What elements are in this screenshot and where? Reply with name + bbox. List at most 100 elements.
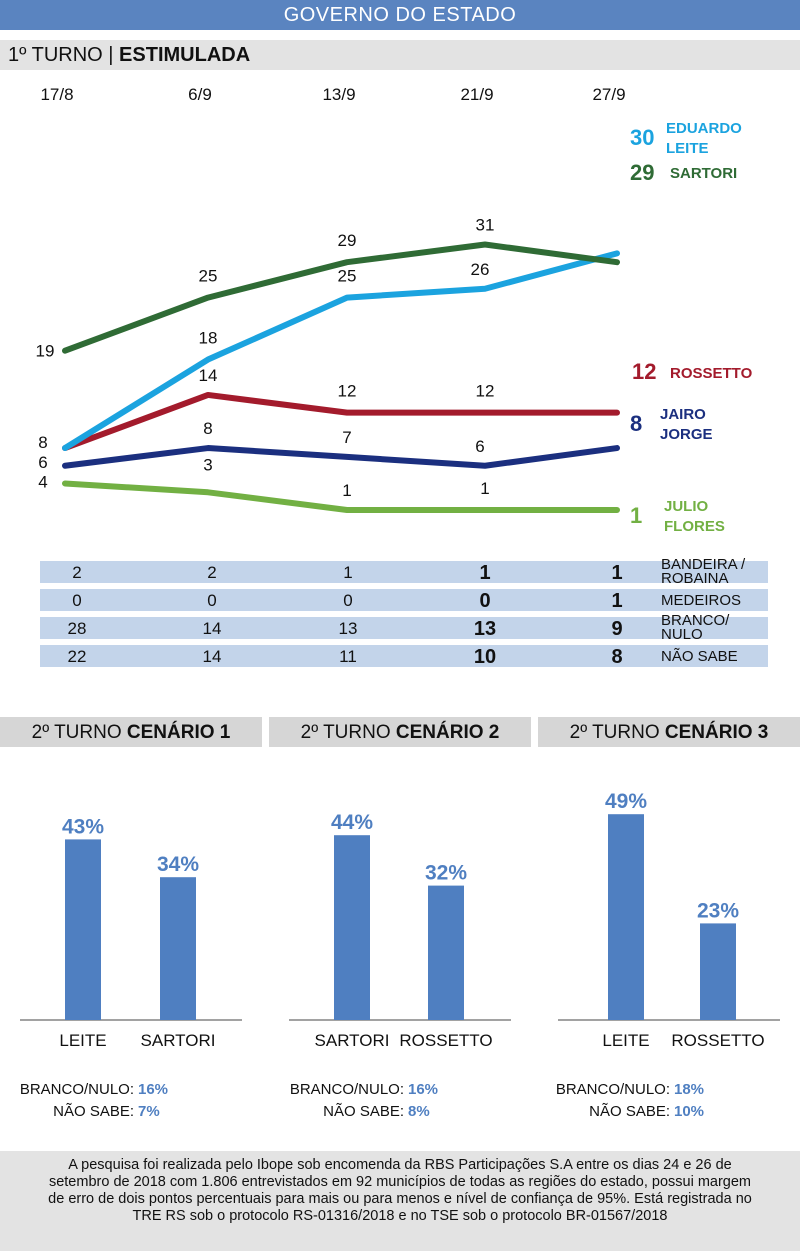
series-line bbox=[62, 480, 620, 513]
scenario-stats: BRANCO/NULO: 16% NÃO SABE: 8% bbox=[269, 1079, 448, 1123]
x-tick-label: 6/9 bbox=[188, 85, 212, 104]
series-line bbox=[62, 250, 620, 452]
end-value-label: 12 bbox=[632, 359, 656, 384]
scenario-header-prefix: 2º TURNO bbox=[31, 722, 127, 743]
table-cell: 13 bbox=[338, 619, 358, 638]
category-label: LEITE bbox=[59, 1031, 106, 1050]
x-tick-label: 17/8 bbox=[40, 85, 73, 104]
section-header-first-round: 1º TURNO | ESTIMULADA bbox=[0, 40, 800, 70]
series-line bbox=[62, 241, 620, 354]
data-label: 1 bbox=[342, 481, 351, 500]
stat-label: NÃO SABE: bbox=[589, 1103, 670, 1120]
bar bbox=[160, 877, 196, 1020]
series-line bbox=[62, 391, 620, 452]
end-value-label: 30 bbox=[630, 125, 654, 150]
series-line bbox=[62, 445, 620, 469]
bar bbox=[608, 814, 644, 1020]
data-label: 3 bbox=[203, 455, 212, 474]
end-value-label: 1 bbox=[630, 503, 642, 528]
bar bbox=[65, 839, 101, 1020]
table-cell: 1 bbox=[479, 562, 491, 584]
series-name-label: JULIO bbox=[664, 498, 709, 515]
stat-line: BRANCO/NULO: 18% bbox=[538, 1079, 714, 1101]
series-name-label: EDUARDO bbox=[666, 120, 742, 137]
data-label: 12 bbox=[476, 382, 495, 401]
stat-label: BRANCO/NULO: bbox=[555, 1081, 670, 1098]
table-row: 22 14 11 10 8 NÃO SABE bbox=[40, 645, 771, 669]
table-row-label: MEDEIROS bbox=[661, 589, 771, 613]
x-tick-label: 27/9 bbox=[592, 85, 625, 104]
end-value-label: 29 bbox=[630, 160, 654, 185]
data-label: 8 bbox=[203, 419, 212, 438]
table-cell: 0 bbox=[479, 590, 491, 612]
stat-value: 7% bbox=[138, 1103, 160, 1120]
data-label: 6 bbox=[38, 453, 47, 472]
table-row-label: BANDEIRA / ROBAINA bbox=[661, 556, 771, 586]
data-label: 25 bbox=[338, 267, 357, 286]
scenario-bar-chart: 49% LEITE 23% ROSSETTO bbox=[558, 790, 780, 1050]
table-row: 0 0 0 0 1 MEDEIROS bbox=[40, 589, 771, 613]
stat-line: NÃO SABE: 7% bbox=[0, 1101, 178, 1123]
table-cell: 9 bbox=[611, 618, 623, 640]
series-name-label: JORGE bbox=[660, 426, 713, 443]
scenario-header: 2º TURNO CENÁRIO 3 bbox=[538, 717, 800, 747]
table-cell: 11 bbox=[339, 647, 357, 666]
stat-value: 16% bbox=[138, 1081, 169, 1098]
scenario-header: 2º TURNO CENÁRIO 1 bbox=[0, 717, 262, 747]
page-title: GOVERNO DO ESTADO bbox=[283, 4, 517, 26]
bar-value-label: 23% bbox=[697, 899, 739, 922]
stat-value: 16% bbox=[408, 1081, 439, 1098]
stat-line: BRANCO/NULO: 16% bbox=[269, 1079, 448, 1101]
data-label: 1 bbox=[480, 479, 489, 498]
data-label: 8 bbox=[38, 433, 47, 452]
data-label: 31 bbox=[476, 216, 495, 235]
bar-value-label: 43% bbox=[62, 815, 104, 838]
table-cell: 0 bbox=[72, 591, 82, 610]
stat-line: NÃO SABE: 10% bbox=[538, 1101, 714, 1123]
data-label: 6 bbox=[475, 437, 484, 456]
data-label: 14 bbox=[199, 366, 218, 385]
category-label: LEITE bbox=[602, 1031, 649, 1050]
category-label: SARTORI bbox=[141, 1031, 216, 1050]
table-cell: 8 bbox=[611, 646, 623, 668]
table-cell: 0 bbox=[207, 591, 217, 610]
category-label: ROSSETTO bbox=[671, 1031, 764, 1050]
table-cell: 1 bbox=[611, 590, 623, 612]
series-name-label: LEITE bbox=[666, 140, 709, 157]
data-label: 26 bbox=[471, 260, 490, 279]
scenario-header-prefix: 2º TURNO bbox=[569, 722, 665, 743]
data-label: 7 bbox=[342, 428, 351, 447]
section-header-prefix: 1º TURNO | bbox=[8, 44, 120, 66]
bar bbox=[428, 885, 464, 1020]
table-cell: 1 bbox=[611, 562, 623, 584]
methodology-note: A pesquisa foi realizada pelo Ibope sob … bbox=[0, 1151, 800, 1251]
stat-value: 10% bbox=[674, 1103, 705, 1120]
stat-label: NÃO SABE: bbox=[323, 1103, 404, 1120]
scenario-bar-chart: 44% SARTORI 32% ROSSETTO bbox=[289, 811, 511, 1050]
table-cell: 10 bbox=[473, 646, 497, 668]
table-row-label: BRANCO/NULO bbox=[661, 612, 771, 642]
table-row-label-line: BRANCO/ bbox=[661, 612, 730, 629]
data-label: 19 bbox=[36, 342, 55, 361]
table-row-label-line: BANDEIRA / bbox=[661, 556, 746, 573]
data-label: 18 bbox=[199, 329, 218, 348]
table-row-label-line: MEDEIROS bbox=[661, 592, 742, 609]
stat-label: BRANCO/NULO: bbox=[19, 1081, 134, 1098]
stat-label: NÃO SABE: bbox=[53, 1103, 134, 1120]
series-name-label: FLORES bbox=[664, 518, 725, 535]
table-cell: 22 bbox=[67, 647, 87, 666]
table-cell: 14 bbox=[202, 647, 222, 666]
table-cell: 0 bbox=[343, 591, 353, 610]
stat-label: BRANCO/NULO: bbox=[289, 1081, 404, 1098]
table-cell: 14 bbox=[202, 619, 222, 638]
data-label: 4 bbox=[38, 472, 47, 491]
data-label: 12 bbox=[338, 382, 357, 401]
table-row: 28 14 13 13 9 BRANCO/NULO bbox=[40, 612, 771, 642]
data-label: 25 bbox=[199, 267, 218, 286]
table-row-label: NÃO SABE bbox=[661, 645, 771, 669]
data-label: 29 bbox=[338, 231, 357, 250]
page-title-banner: GOVERNO DO ESTADO bbox=[0, 0, 800, 30]
bar-value-label: 34% bbox=[157, 853, 199, 876]
stat-line: NÃO SABE: 8% bbox=[269, 1101, 448, 1123]
